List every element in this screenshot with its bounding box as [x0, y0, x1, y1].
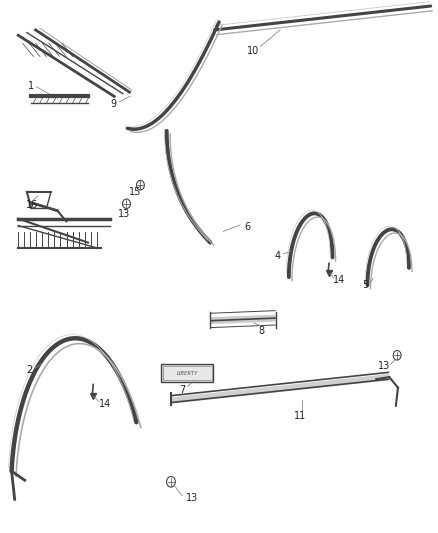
Text: 9: 9: [110, 99, 117, 109]
Text: 15: 15: [129, 187, 141, 197]
Text: 16: 16: [26, 200, 38, 211]
Text: 1: 1: [28, 81, 34, 91]
Text: 13: 13: [186, 492, 198, 503]
Text: 6: 6: [244, 222, 251, 232]
Text: 11: 11: [293, 411, 306, 422]
Text: 13: 13: [378, 361, 390, 372]
Text: 10: 10: [247, 46, 259, 56]
Text: 7: 7: [179, 385, 185, 395]
Bar: [161, 365, 213, 382]
Text: 5: 5: [362, 280, 368, 290]
Text: 8: 8: [259, 326, 265, 336]
Text: 13: 13: [118, 209, 130, 220]
Text: LIBERTY: LIBERTY: [177, 371, 198, 376]
Bar: [162, 367, 212, 380]
Text: 14: 14: [333, 275, 345, 285]
Text: 14: 14: [99, 399, 111, 409]
Text: 2: 2: [26, 365, 32, 375]
Text: 4: 4: [275, 251, 281, 261]
